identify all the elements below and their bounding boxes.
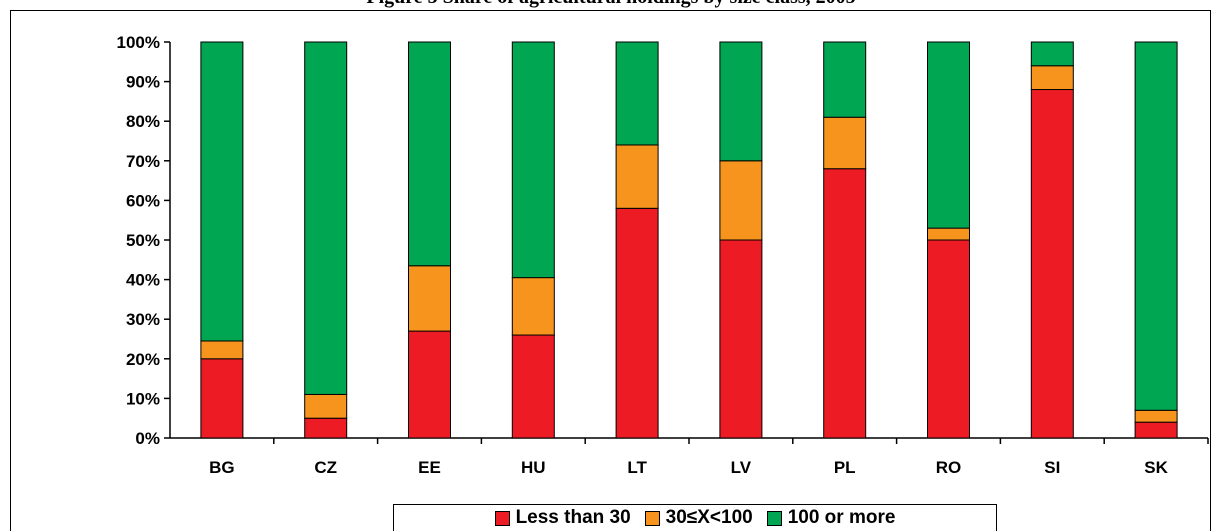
- bar-segment-less-than-30: [200, 358, 244, 439]
- legend: Less than 30 30≤X<100 100 or more: [393, 504, 997, 531]
- y-tick-label: 90%: [126, 73, 160, 92]
- bar-segment-100-or-more: [511, 41, 555, 279]
- bar-segment-100-or-more: [927, 41, 970, 229]
- chart-caption: Figure 3 Share of agricultural holdings …: [0, 0, 1222, 8]
- bar-segment-less-than-30: [927, 239, 970, 439]
- y-tick-label: 70%: [126, 152, 160, 171]
- bar-segment-less-than-30: [511, 334, 555, 439]
- bar-segment-100-or-more: [1134, 41, 1178, 411]
- category-label: HU: [521, 458, 546, 477]
- bar-segment-100-or-more: [719, 41, 763, 162]
- bar-segment-30-to-100: [408, 265, 451, 332]
- bar-segment-less-than-30: [304, 417, 348, 439]
- bar-segment-30-to-100: [615, 144, 659, 209]
- category-label: SI: [1044, 458, 1060, 477]
- chart-frame: [10, 10, 1211, 531]
- axes: 0% 10% 20% 30% 40% 50% 60% 70% 80% 90% 100%: [117, 33, 1209, 448]
- bar-segment-less-than-30: [1030, 89, 1074, 439]
- legend-swatch-red: [494, 510, 510, 526]
- y-tick-label: 0%: [135, 429, 160, 448]
- bar-segment-30-to-100: [304, 393, 348, 419]
- category-label: LT: [627, 458, 647, 477]
- y-tick-label: 60%: [126, 191, 160, 210]
- bar-segment-100-or-more: [408, 41, 451, 267]
- category-label: EE: [418, 458, 441, 477]
- bar-segment-less-than-30: [408, 330, 451, 439]
- category-label: CZ: [314, 458, 337, 477]
- bar-segment-30-to-100: [1030, 65, 1074, 91]
- category-label: PL: [834, 458, 856, 477]
- bar-segment-less-than-30: [1134, 421, 1178, 439]
- legend-label-less-than-30: Less than 30: [515, 507, 631, 528]
- bar-segment-less-than-30: [719, 239, 763, 439]
- bar-segment-30-to-100: [511, 277, 555, 336]
- category-label: BG: [209, 458, 235, 477]
- bar-segment-100-or-more: [304, 41, 348, 395]
- y-tick-label: 10%: [126, 389, 160, 408]
- bar-segment-less-than-30: [615, 207, 659, 439]
- category-label: SK: [1144, 458, 1168, 477]
- y-tick-label: 100%: [117, 33, 160, 52]
- legend-swatch-green: [766, 510, 782, 526]
- y-tick-label: 20%: [126, 350, 160, 369]
- y-tick-label: 50%: [126, 231, 160, 250]
- bar-segment-less-than-30: [823, 168, 867, 439]
- bar-segment-100-or-more: [615, 41, 659, 146]
- y-tick-label: 80%: [126, 112, 160, 131]
- category-label: LV: [731, 458, 752, 477]
- bar-segment-30-to-100: [823, 116, 867, 170]
- bar-segment-30-to-100: [1134, 409, 1178, 423]
- legend-item-100-or-more: 100 or more: [766, 507, 896, 529]
- bar-segment-30-to-100: [719, 160, 763, 241]
- legend-label-30-to-100: 30≤X<100: [665, 507, 753, 528]
- bars: [200, 41, 1178, 439]
- bar-segment-100-or-more: [1030, 41, 1074, 67]
- bar-segment-100-or-more: [823, 41, 867, 118]
- legend-item-30-to-100: 30≤X<100: [644, 507, 753, 529]
- bar-segment-100-or-more: [200, 41, 244, 342]
- bar-segment-30-to-100: [200, 340, 244, 360]
- category-label: RO: [936, 458, 962, 477]
- legend-swatch-orange: [644, 510, 660, 526]
- legend-label-100-or-more: 100 or more: [787, 507, 896, 528]
- bar-segment-30-to-100: [927, 227, 970, 241]
- category-labels: BG CZ EE HU LT LV PL RO SI SK: [209, 458, 1168, 477]
- y-tick-label: 30%: [126, 310, 160, 329]
- y-tick-label: 40%: [126, 271, 160, 290]
- legend-item-less-than-30: Less than 30: [494, 507, 631, 529]
